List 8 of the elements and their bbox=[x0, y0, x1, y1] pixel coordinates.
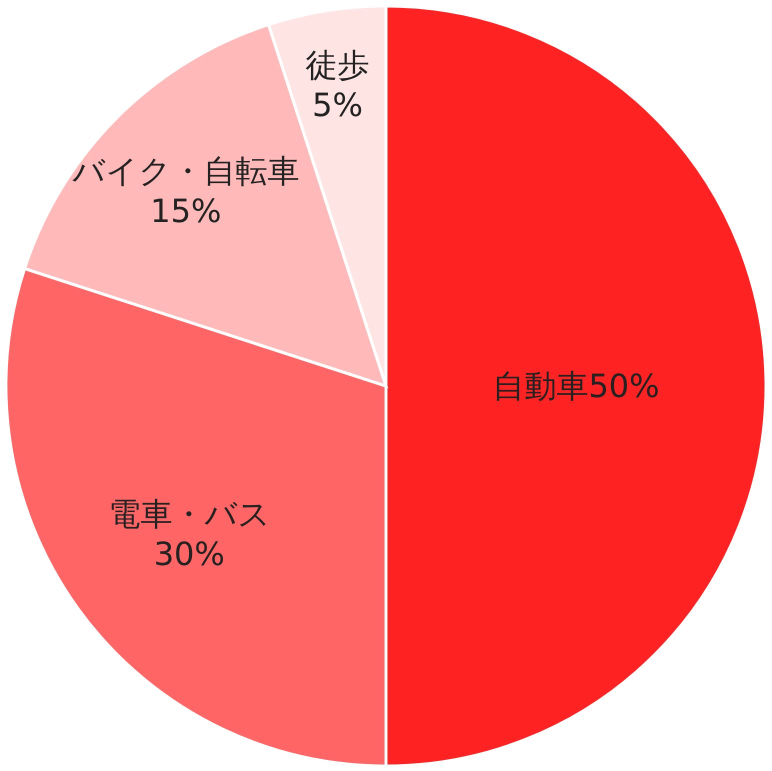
slice-label: 徒歩 bbox=[306, 46, 370, 84]
data-label: 30% bbox=[154, 534, 225, 573]
slice-label: バイク・自転車 bbox=[71, 152, 300, 190]
slice-label: 自動車 bbox=[492, 367, 588, 405]
data-label: 50% bbox=[588, 367, 660, 405]
data-label: 5% bbox=[312, 86, 363, 124]
data-label: 15% bbox=[150, 192, 222, 230]
slice-label: 電車・バス bbox=[108, 494, 270, 533]
